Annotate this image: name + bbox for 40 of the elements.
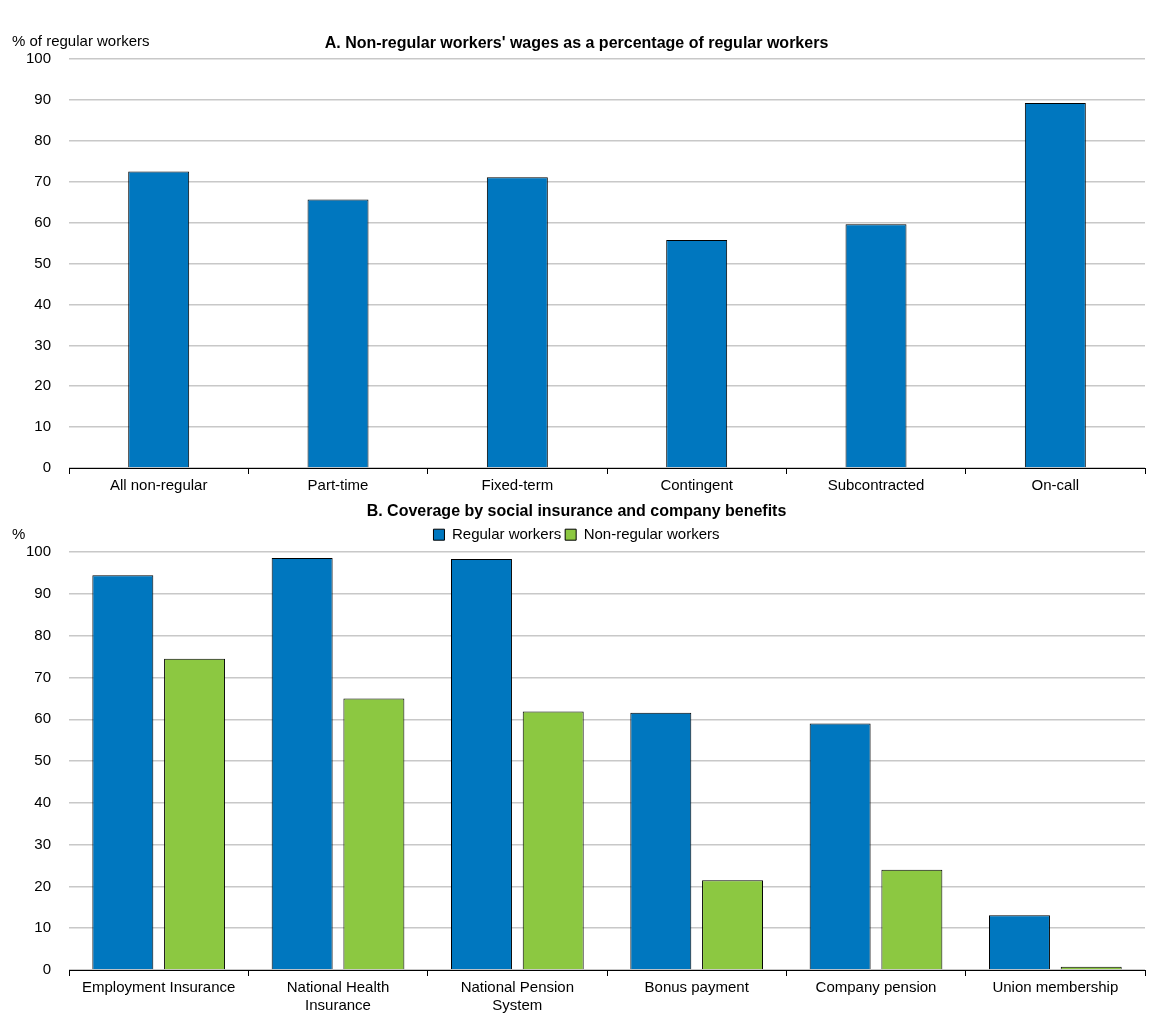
- y-tick-label: 30: [34, 834, 52, 852]
- x-tick-label: Employment Insurance: [81, 978, 236, 996]
- y-tick-label: 40: [34, 793, 52, 811]
- chart-title: B. Coverage by social insurance and company benefits: [366, 502, 787, 520]
- y-tick-label: 20: [34, 376, 52, 394]
- x-tick-label: Company pension: [815, 978, 937, 996]
- y-tick-label: 50: [34, 751, 52, 769]
- y-tick-label: 0: [42, 458, 52, 476]
- x-tick-label: All non-regular: [109, 476, 208, 494]
- y-tick-label: 0: [42, 960, 52, 978]
- x-tick-label: Contingent: [660, 476, 734, 494]
- x-tick-label: Bonus payment: [644, 978, 750, 996]
- chart-title: A. Non-regular workers' wages as a percentage of regular workers: [324, 34, 829, 52]
- legend-label: Non-regular workers: [583, 524, 720, 542]
- x-tick-label: Union membership: [992, 978, 1119, 996]
- x-tick-label: On-call: [1031, 476, 1080, 494]
- y-tick-label: 100: [26, 542, 52, 560]
- legend-label: Regular workers: [451, 524, 562, 542]
- y-tick-label: 50: [34, 253, 52, 271]
- y-tick-label: 60: [34, 709, 52, 727]
- x-tick-label: National Pension System: [460, 978, 575, 1014]
- x-tick-label: National Health Insurance: [286, 978, 390, 1014]
- y-tick-label: 80: [34, 625, 52, 643]
- y-axis-title: %: [12, 524, 26, 542]
- y-tick-label: 90: [34, 90, 52, 108]
- y-tick-label: 60: [34, 212, 52, 230]
- y-tick-label: 40: [34, 294, 52, 312]
- y-tick-label: 90: [34, 584, 52, 602]
- x-tick-label: Part-time: [307, 476, 369, 494]
- y-tick-label: 20: [34, 876, 52, 894]
- y-axis-title: % of regular workers: [12, 31, 150, 49]
- y-tick-label: 80: [34, 131, 52, 149]
- y-tick-label: 100: [26, 49, 52, 67]
- y-tick-label: 10: [34, 417, 52, 435]
- y-tick-label: 70: [34, 171, 52, 189]
- x-tick-label: Subcontracted: [827, 476, 925, 494]
- y-tick-label: 70: [34, 667, 52, 685]
- x-tick-label: Fixed-term: [481, 476, 554, 494]
- y-tick-label: 30: [34, 335, 52, 353]
- y-tick-label: 10: [34, 918, 52, 936]
